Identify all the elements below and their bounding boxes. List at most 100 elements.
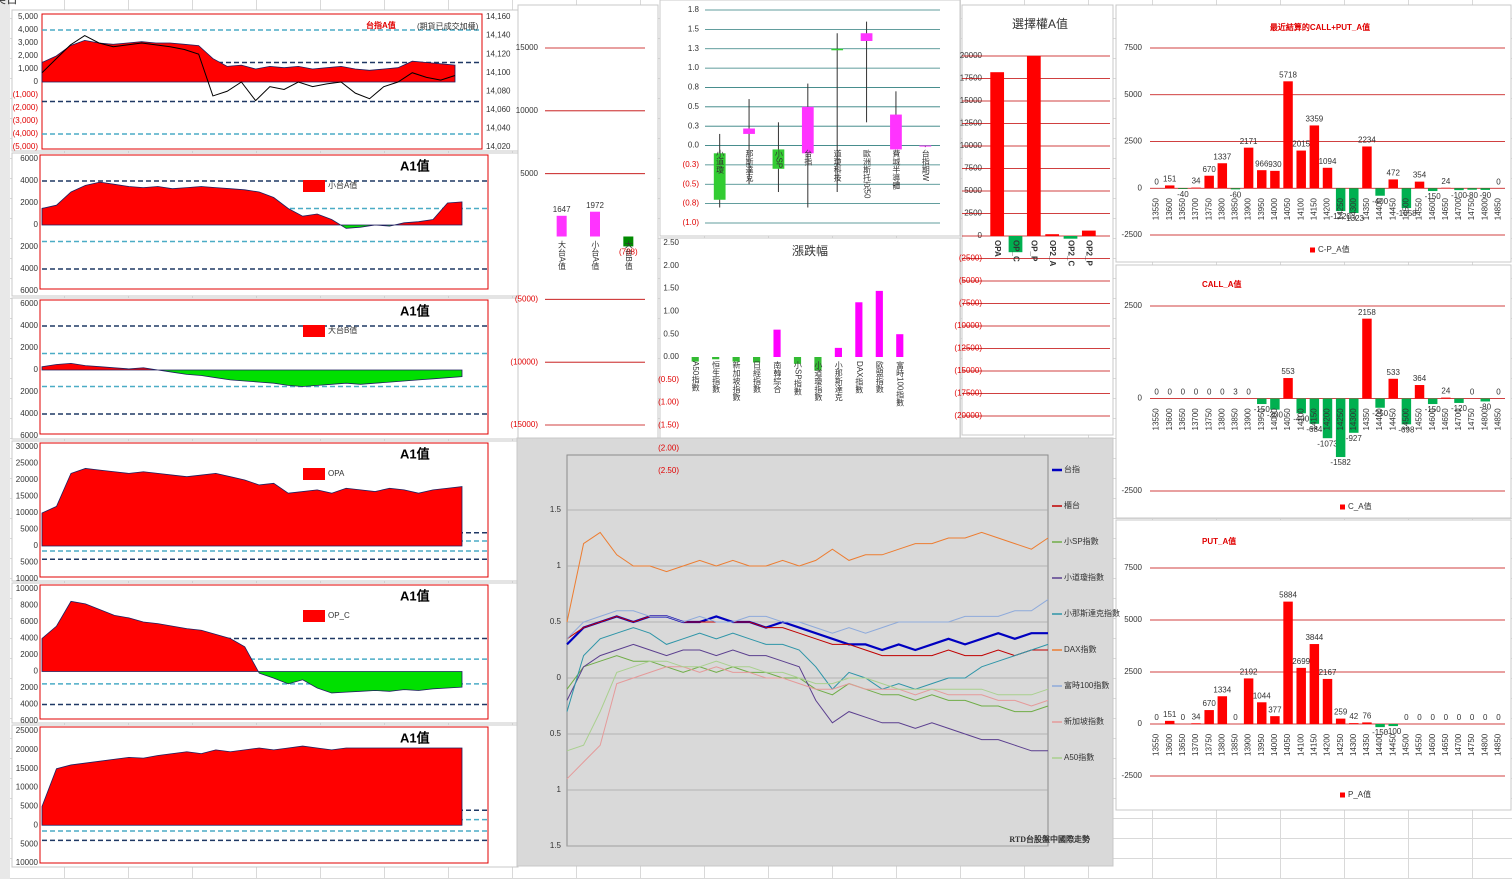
- bar: [1335, 398, 1346, 458]
- y2-tick-label: 14,100: [486, 68, 511, 77]
- y2-tick-label: 14,160: [486, 12, 511, 21]
- data-label: 1044: [1253, 691, 1271, 700]
- x-tick-label: 14650: [1441, 197, 1450, 220]
- legend-swatch: [1310, 247, 1315, 253]
- candle-body: [713, 153, 726, 200]
- y-tick-label: 0.5: [550, 729, 562, 738]
- y-tick-label: 2000: [20, 683, 38, 692]
- chart-title: 選擇權A值: [1012, 16, 1068, 31]
- x-tick-label: OP2_C: [1066, 240, 1075, 266]
- y-tick-label: 0: [34, 541, 39, 550]
- series-line: [566, 615, 1048, 657]
- y-tick-label: 2,000: [18, 51, 39, 60]
- x-tick-label: 13950: [1257, 733, 1266, 756]
- x-tick-label: 14100: [1296, 408, 1305, 431]
- x-tick-label: 13950: [1257, 408, 1266, 431]
- bar: [1480, 188, 1491, 190]
- data-label: 0: [1220, 388, 1225, 397]
- y-tick-label: 25000: [16, 459, 39, 468]
- bar: [1283, 601, 1293, 724]
- bar: [875, 290, 883, 357]
- data-label: -150: [1425, 192, 1442, 201]
- data-label: 377: [1268, 705, 1282, 714]
- candle-body: [860, 33, 873, 41]
- data-label: -100: [1451, 191, 1468, 200]
- x-tick-label: 14750: [1467, 733, 1476, 756]
- bar: [1322, 398, 1333, 439]
- legend-label: 台指: [1064, 464, 1080, 474]
- data-label: 0: [1496, 177, 1501, 186]
- x-tick-label: 14700: [1454, 197, 1463, 220]
- bar: [1283, 378, 1293, 399]
- data-label: 24: [1441, 387, 1450, 396]
- x-tick-label: 14300: [1349, 197, 1358, 220]
- data-label: 2699: [1292, 657, 1310, 666]
- bar: [1164, 185, 1175, 189]
- x-tick-label: 14850: [1494, 408, 1503, 431]
- x-tick-label: 14250: [1336, 733, 1345, 756]
- y-tick-label: 4000: [20, 700, 38, 709]
- bar: [1204, 175, 1214, 189]
- x-tick-label: 14800: [1480, 408, 1489, 431]
- candle-body: [801, 106, 814, 154]
- y-tick-label: 2000: [20, 387, 38, 396]
- y-tick-label: 4000: [20, 634, 38, 643]
- bar: [1454, 398, 1464, 403]
- price-line: [41, 34, 456, 102]
- x-tick-label: DAX指數: [855, 361, 864, 394]
- bar: [1026, 56, 1041, 236]
- data-label: 0: [1470, 713, 1475, 722]
- x-tick-label: 14350: [1362, 408, 1371, 431]
- bar: [1257, 170, 1267, 189]
- data-label: 0: [1154, 177, 1159, 186]
- x-tick-label: OP2_A: [1048, 240, 1057, 266]
- data-label: 0: [1430, 713, 1435, 722]
- x-tick-label: 14000: [1270, 197, 1279, 220]
- bar: [1401, 398, 1412, 425]
- legend-label: P_A值: [1348, 789, 1371, 799]
- data-label: 1972: [586, 201, 604, 210]
- bar: [1335, 188, 1346, 212]
- y-tick-label: (2.50): [658, 466, 679, 475]
- y-tick-label: 1.5: [550, 841, 562, 850]
- x-tick-label: 大台A值: [558, 240, 567, 271]
- panel: [516, 437, 1114, 867]
- bar: [990, 72, 1005, 236]
- y-tick-label: 10000: [16, 574, 39, 583]
- x-tick-label: 14250: [1336, 408, 1345, 431]
- x-tick-label: 14000: [1270, 408, 1279, 431]
- x-tick-label: 台指期W: [921, 149, 930, 182]
- x-tick-label: OP_P: [1030, 240, 1039, 262]
- chart-title: 歐美台: [0, 0, 18, 6]
- y-tick-label: (0.8): [683, 199, 700, 208]
- x-tick-label: 小SP指數: [793, 361, 802, 397]
- x-tick-label: 13550: [1152, 733, 1161, 756]
- y-tick-label: 5000: [20, 558, 38, 567]
- x-tick-label: 台指: [804, 149, 813, 167]
- data-label: 966: [1255, 159, 1269, 168]
- y2-tick-label: 14,140: [486, 31, 511, 40]
- y-tick-label: 20000: [16, 745, 39, 754]
- bar: [1414, 385, 1425, 399]
- y-tick-label: -2500: [1122, 771, 1143, 780]
- plot-frame: [39, 154, 489, 290]
- data-label: 0: [1207, 388, 1212, 397]
- y-tick-label: 1.8: [688, 5, 700, 14]
- x-tick-label: 14150: [1309, 408, 1318, 431]
- chart-title: 漲跌幅: [792, 243, 828, 258]
- data-label: 0: [1233, 713, 1238, 722]
- x-tick-label: OPA: [993, 240, 1002, 257]
- bar: [1257, 702, 1267, 724]
- bar: [1270, 170, 1280, 189]
- y-tick-label: 30000: [16, 442, 39, 451]
- bar: [1270, 398, 1280, 410]
- x-tick-label: 14850: [1494, 197, 1503, 220]
- y-tick-label: 10000: [16, 508, 39, 517]
- y-tick-label: 2500: [1124, 301, 1142, 310]
- bar: [1045, 234, 1060, 236]
- y-tick-label: 25000: [16, 726, 39, 735]
- y-tick-label: 4000: [20, 409, 38, 418]
- bar: [1204, 710, 1214, 724]
- y-tick-label: 5000: [20, 525, 38, 534]
- y-tick-label: 2.50: [663, 238, 679, 247]
